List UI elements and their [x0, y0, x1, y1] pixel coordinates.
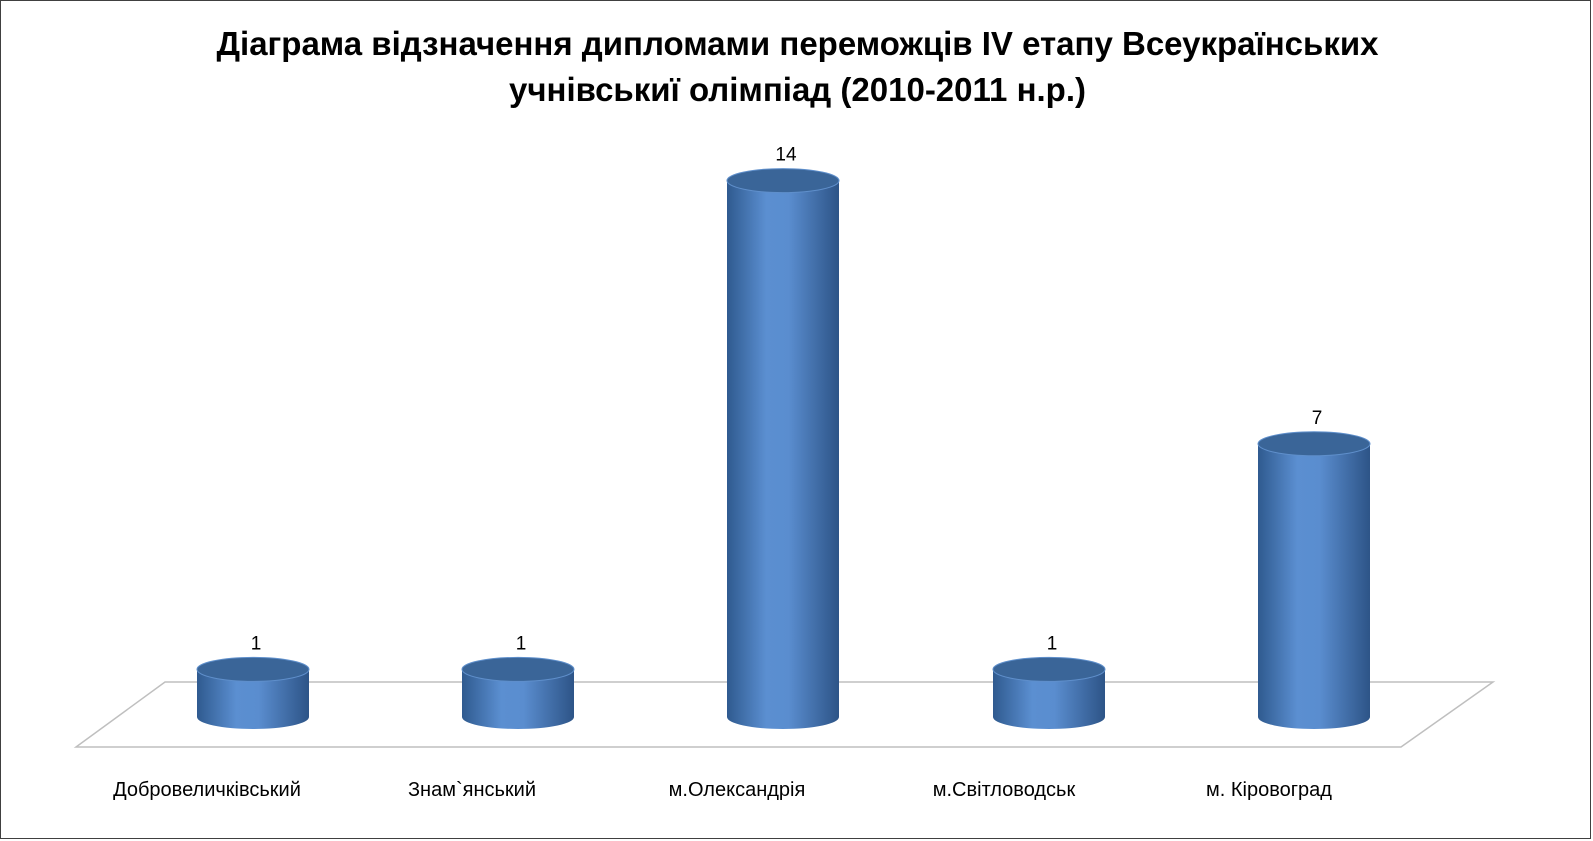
data-label: 7	[1312, 408, 1323, 429]
bar-body	[462, 669, 574, 729]
category-label: Знам`янський	[408, 779, 536, 801]
bar-body	[727, 180, 840, 730]
chart-title-line-2: учнівськиї олімпіад (2010-2011 н.р.)	[509, 71, 1086, 108]
bar-body	[197, 669, 309, 729]
bar-top	[1257, 431, 1371, 457]
bar-body	[993, 669, 1105, 729]
bar-top	[461, 656, 575, 682]
category-label: Добровеличківський	[113, 779, 301, 801]
bar	[1257, 431, 1371, 729]
bar-top	[992, 656, 1106, 682]
bar	[726, 168, 840, 730]
category-axis: Добровеличківський Знам`янський м.Олександ…	[113, 779, 1332, 801]
chart-title: Діаграма відзначення дипломами переможці…	[1, 21, 1593, 113]
bar	[461, 656, 575, 729]
bar-body	[1258, 443, 1370, 729]
category-label: м.Світловодськ	[933, 779, 1076, 801]
bar	[196, 656, 310, 729]
data-label: 14	[775, 145, 797, 166]
category-label: м. Кіровоград	[1206, 779, 1332, 801]
data-label: 1	[516, 633, 527, 654]
bar	[992, 656, 1106, 729]
data-label: 1	[251, 633, 262, 654]
chart-title-line-1: Діаграма відзначення дипломами переможці…	[216, 25, 1379, 62]
bar-top	[726, 168, 840, 194]
data-labels: 1 1 14 1 7	[251, 145, 1323, 655]
bar-top	[196, 656, 310, 682]
bar-series	[196, 168, 1371, 730]
category-label: м.Олександрія	[669, 779, 806, 801]
data-label: 1	[1047, 633, 1058, 654]
